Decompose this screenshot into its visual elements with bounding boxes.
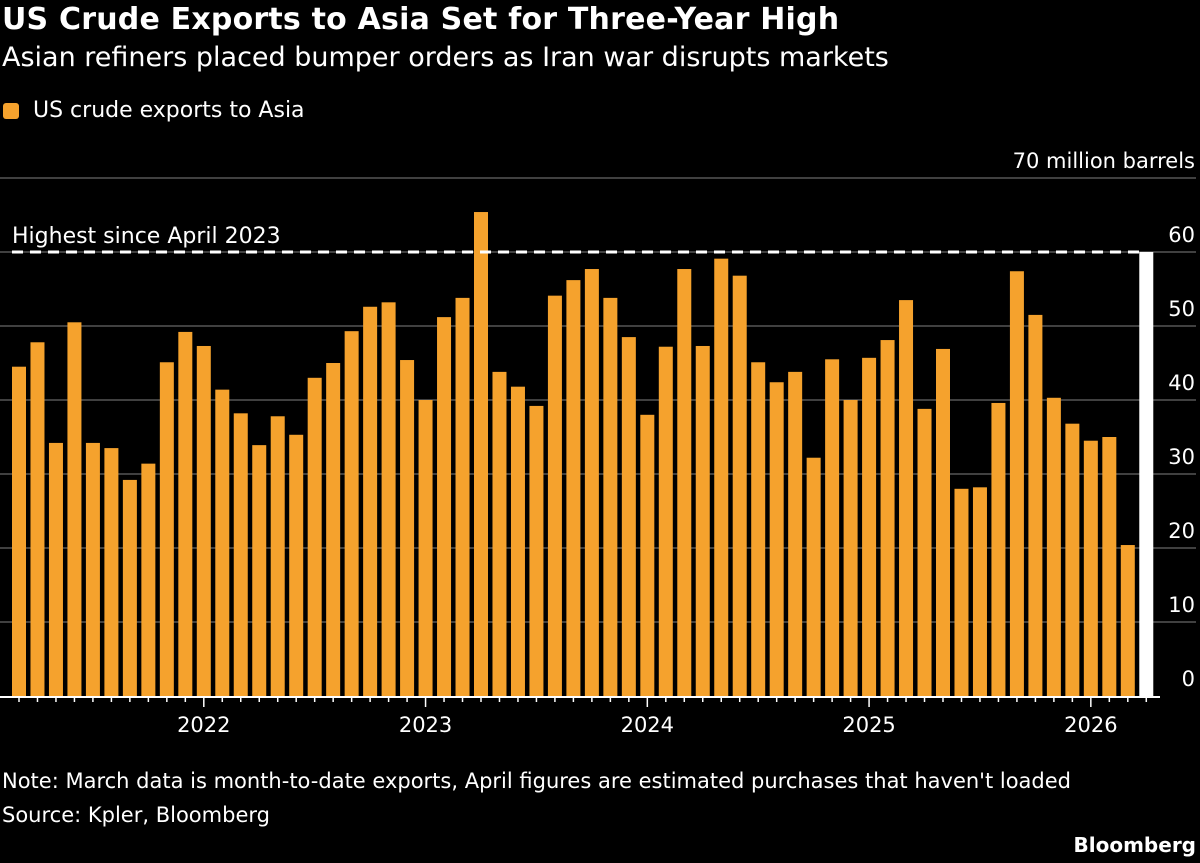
legend-swatch bbox=[3, 102, 19, 119]
annotation-label: Highest since April 2023 bbox=[12, 224, 281, 249]
bar bbox=[899, 300, 914, 696]
bar bbox=[529, 405, 544, 696]
bar bbox=[141, 463, 156, 696]
bar bbox=[695, 345, 710, 696]
bar bbox=[936, 348, 950, 696]
bar bbox=[418, 400, 433, 696]
bar bbox=[381, 302, 396, 696]
bar bbox=[85, 442, 100, 696]
bar bbox=[1083, 440, 1098, 696]
bar bbox=[270, 416, 285, 696]
chart-note: Note: March data is month-to-date export… bbox=[2, 769, 1071, 793]
y-tick-label: 40 bbox=[1168, 371, 1195, 395]
y-tick-label: 20 bbox=[1168, 519, 1195, 543]
bar bbox=[769, 382, 784, 696]
bar-chart: 0 10 20 30 40 50 60 70 million barrels Highest s… bbox=[0, 149, 1196, 737]
bar bbox=[252, 445, 267, 696]
bar bbox=[196, 345, 211, 696]
bar bbox=[991, 402, 1006, 696]
x-tick-label: 2023 bbox=[399, 713, 452, 737]
bar bbox=[584, 269, 599, 696]
x-tick-label: 2024 bbox=[621, 713, 674, 737]
bar bbox=[510, 386, 525, 696]
bar bbox=[455, 297, 470, 696]
bar bbox=[862, 357, 877, 696]
bar bbox=[159, 362, 174, 696]
bar bbox=[178, 331, 193, 696]
bar bbox=[437, 317, 452, 696]
bar bbox=[621, 337, 636, 696]
bar bbox=[233, 413, 248, 696]
x-tick-label: 2022 bbox=[177, 713, 230, 737]
bar bbox=[751, 362, 766, 696]
bar bbox=[344, 331, 359, 696]
bar bbox=[12, 366, 26, 696]
y-tick-label: 30 bbox=[1168, 445, 1195, 469]
bar bbox=[1120, 545, 1135, 696]
y-tick-label: 10 bbox=[1168, 593, 1195, 617]
legend: US crude exports to Asia bbox=[3, 98, 305, 123]
bar bbox=[917, 408, 932, 696]
bar bbox=[954, 488, 969, 696]
y-tick-label: 50 bbox=[1168, 297, 1195, 321]
x-tick-label: 2026 bbox=[1064, 713, 1117, 737]
bar bbox=[788, 371, 803, 696]
bar bbox=[732, 275, 747, 696]
bar bbox=[1102, 437, 1117, 696]
chart-title: US Crude Exports to Asia Set for Three-Y… bbox=[2, 2, 840, 37]
bar bbox=[880, 340, 895, 696]
bar bbox=[289, 434, 304, 696]
bar bbox=[307, 377, 322, 696]
bar bbox=[658, 346, 673, 696]
estimate-bar bbox=[1139, 252, 1154, 696]
bar bbox=[215, 389, 230, 696]
chart-source: Source: Kpler, Bloomberg bbox=[2, 803, 270, 827]
bar bbox=[547, 295, 562, 696]
y-tick-label: 0 bbox=[1182, 667, 1195, 691]
bar bbox=[566, 280, 581, 696]
legend-label: US crude exports to Asia bbox=[33, 98, 305, 123]
bar bbox=[677, 269, 692, 696]
y-tick-label: 60 bbox=[1168, 223, 1195, 247]
bar bbox=[843, 400, 858, 696]
bar bbox=[603, 297, 618, 696]
y-tick-label: 70 million barrels bbox=[1013, 149, 1195, 173]
bar bbox=[972, 487, 987, 696]
bar bbox=[714, 258, 729, 696]
x-tick-label: 2025 bbox=[842, 713, 895, 737]
bar bbox=[67, 322, 82, 696]
bar bbox=[640, 414, 655, 696]
chart-subtitle: Asian refiners placed bumper orders as I… bbox=[2, 42, 889, 73]
bar bbox=[1009, 271, 1024, 696]
bar bbox=[1046, 397, 1061, 696]
bar bbox=[48, 442, 63, 696]
bar bbox=[400, 360, 415, 696]
bar bbox=[122, 479, 137, 696]
bar bbox=[806, 457, 821, 696]
bar bbox=[492, 371, 507, 696]
bar bbox=[363, 306, 378, 696]
bar bbox=[1065, 423, 1080, 696]
bar bbox=[326, 363, 341, 696]
bloomberg-logo: Bloomberg bbox=[1073, 833, 1196, 857]
bar bbox=[825, 359, 840, 696]
bar bbox=[30, 342, 45, 696]
bar bbox=[1028, 314, 1043, 696]
bar bbox=[474, 212, 488, 697]
bar bbox=[104, 448, 119, 696]
